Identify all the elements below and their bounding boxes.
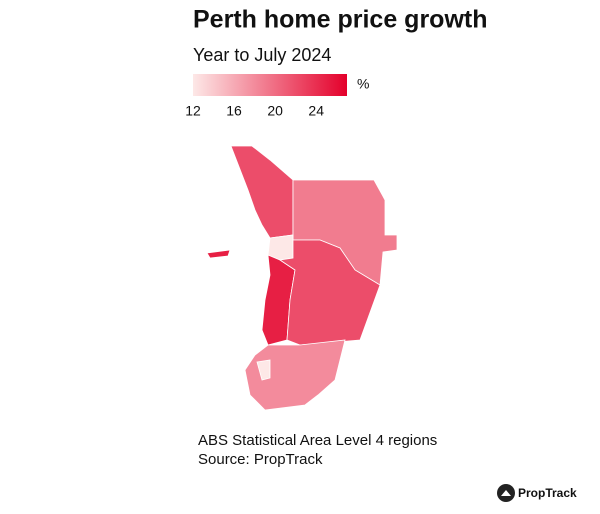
chart-subtitle: Year to July 2024	[193, 45, 331, 65]
brand: PropTrack	[518, 486, 577, 500]
region	[244, 339, 346, 411]
legend-bar	[193, 74, 347, 96]
legend-tick-label: 24	[308, 103, 324, 119]
note: ABS Statistical Area Level 4 regions	[198, 432, 437, 449]
legend-unit: %	[357, 76, 369, 92]
legend-tick-label: 20	[267, 103, 283, 119]
region	[230, 145, 294, 239]
region	[206, 249, 231, 259]
chart-title: Perth home price growth	[193, 6, 487, 34]
source: Source: PropTrack	[198, 451, 323, 468]
brand-icon-house	[501, 490, 511, 496]
region	[256, 359, 271, 381]
legend-tick-label: 12	[185, 103, 201, 119]
legend-tick-label: 16	[226, 103, 242, 119]
regions	[206, 145, 398, 411]
